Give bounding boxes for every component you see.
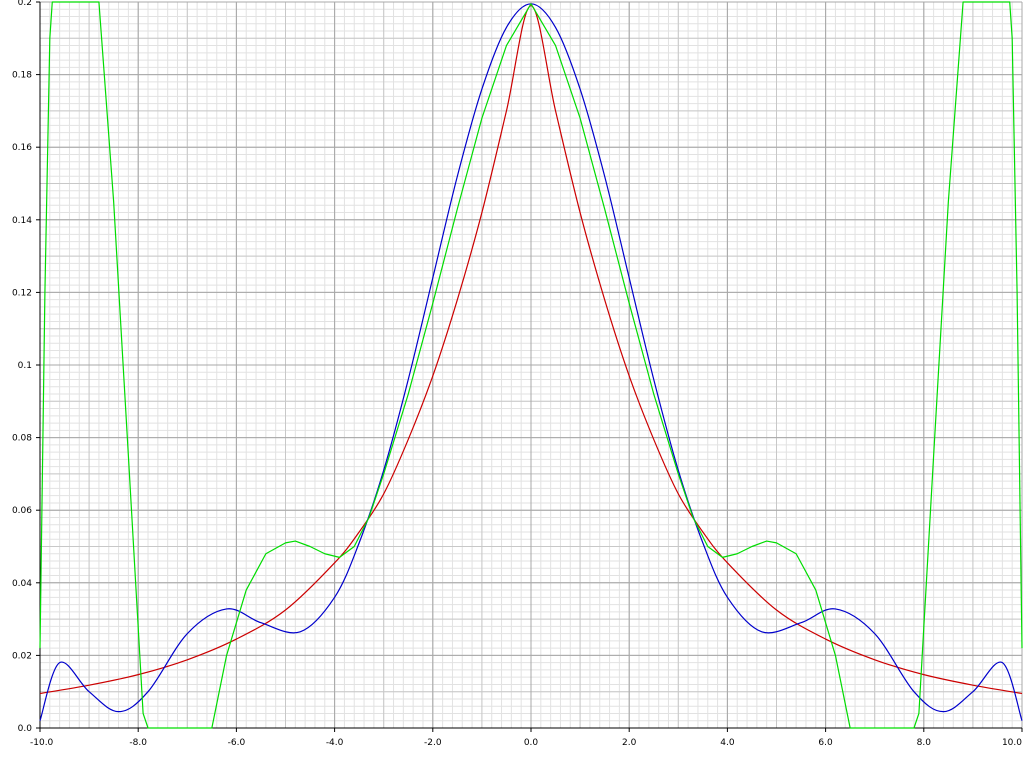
- x-tick-label: 0.0: [524, 738, 539, 748]
- series-red-line: [39, 5, 1023, 695]
- y-tick-label: 0.02: [12, 651, 32, 661]
- y-tick-label: 0.16: [12, 143, 32, 153]
- x-tick-label: 8.0: [917, 738, 932, 748]
- x-tick-label: 6.0: [818, 738, 833, 748]
- x-tick-labels: -10.0 -8.0 -6.0 -4.0 -2.0 0.0 2.0 4.0 6.0 8.0 10.0: [30, 738, 1022, 748]
- y-tick-label: 0.18: [12, 71, 32, 81]
- x-tick-label: -6.0: [228, 738, 246, 748]
- y-tick-label: 0.1: [18, 361, 32, 371]
- y-tick-label: 0.08: [12, 434, 32, 444]
- y-tick-label: 0.12: [12, 288, 32, 298]
- x-tick-label: -8.0: [129, 738, 147, 748]
- y-tick-label: 0.14: [12, 216, 32, 226]
- series-layer: [39, 1, 1023, 729]
- x-tick-label: -10.0: [30, 738, 54, 748]
- y-tick-label: 0.0: [18, 724, 33, 734]
- y-tick-label: 0.04: [12, 579, 32, 589]
- x-tick-label: 10.0: [1002, 738, 1022, 748]
- x-tick-label: 2.0: [622, 738, 637, 748]
- x-tick-label: -2.0: [424, 738, 442, 748]
- x-tick-label: 4.0: [720, 738, 735, 748]
- y-tick-label: 0.06: [12, 506, 32, 516]
- y-tick-labels: 0.0 0.02 0.04 0.06 0.08 0.1 0.12 0.14 0.16 0.18 0.…: [12, 0, 32, 734]
- series-green-line: [39, 1, 1023, 729]
- x-tick-label: -4.0: [326, 738, 344, 748]
- major-grid: [39, 1, 1023, 729]
- y-tick-label: 0.2: [18, 0, 32, 8]
